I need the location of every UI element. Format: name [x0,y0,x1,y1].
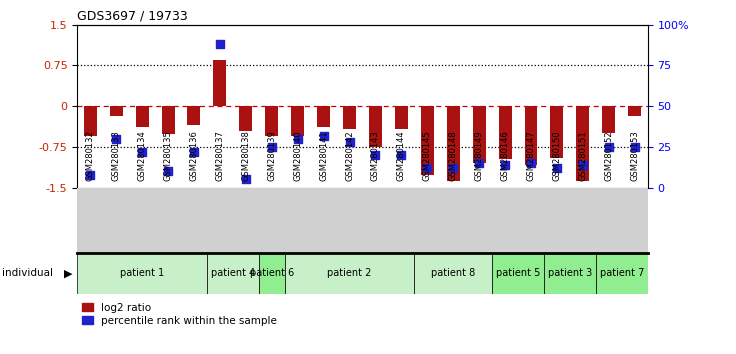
Bar [629,106,641,116]
Text: individual: individual [2,268,53,279]
Bar [492,253,544,294]
Text: patient 5: patient 5 [496,268,540,279]
Point [136,149,148,155]
Point [629,144,640,150]
Bar [525,106,537,165]
Bar [239,106,252,131]
Bar [84,106,96,136]
Bar [259,253,285,294]
Text: patient 7: patient 7 [600,268,644,279]
Text: GDS3697 / 19733: GDS3697 / 19733 [77,9,188,22]
Point [473,160,485,166]
Text: ▶: ▶ [63,268,72,279]
Bar [473,106,486,163]
Bar [110,106,123,116]
Bar [213,60,227,106]
Bar [596,253,648,294]
Legend: log2 ratio, percentile rank within the sample: log2 ratio, percentile rank within the s… [82,303,277,326]
Bar [343,106,356,129]
Bar [265,106,278,136]
Point [525,160,537,166]
Point [214,41,226,47]
Text: patient 8: patient 8 [431,268,475,279]
Point [188,149,200,155]
Bar [207,253,259,294]
Point [240,177,252,182]
Point [499,162,511,168]
Bar [447,106,460,181]
Point [291,136,303,142]
Bar [135,106,149,127]
Point [551,165,563,171]
Bar [77,253,207,294]
Text: patient 4: patient 4 [210,268,255,279]
Bar [544,253,596,294]
Bar [395,106,408,129]
Text: patient 1: patient 1 [120,268,164,279]
Bar [602,106,615,133]
Bar [414,253,492,294]
Bar [576,106,590,181]
Point [110,136,122,142]
Point [422,165,434,171]
Bar [498,106,512,159]
Bar [188,106,200,125]
Point [395,152,407,158]
Bar [421,106,434,175]
Point [369,152,381,158]
Point [85,172,96,177]
Bar [551,106,564,158]
Point [344,139,355,145]
Point [447,165,459,171]
Bar [285,253,414,294]
Point [318,133,330,138]
Bar [317,106,330,127]
Bar [291,106,304,136]
Bar [369,106,382,147]
Point [577,162,589,168]
Text: patient 2: patient 2 [328,268,372,279]
Bar [161,106,174,135]
Text: patient 3: patient 3 [548,268,592,279]
Point [266,144,277,150]
Point [603,144,615,150]
Text: patient 6: patient 6 [250,268,294,279]
Point [162,169,174,174]
